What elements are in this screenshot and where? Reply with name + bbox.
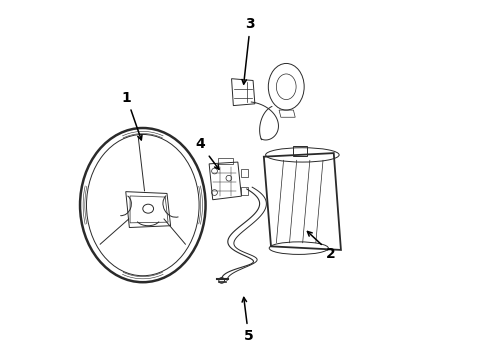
Text: 1: 1 bbox=[122, 90, 142, 140]
Text: 3: 3 bbox=[242, 17, 255, 84]
Text: 2: 2 bbox=[307, 231, 336, 261]
Text: 4: 4 bbox=[196, 137, 219, 169]
Text: 5: 5 bbox=[242, 297, 253, 343]
